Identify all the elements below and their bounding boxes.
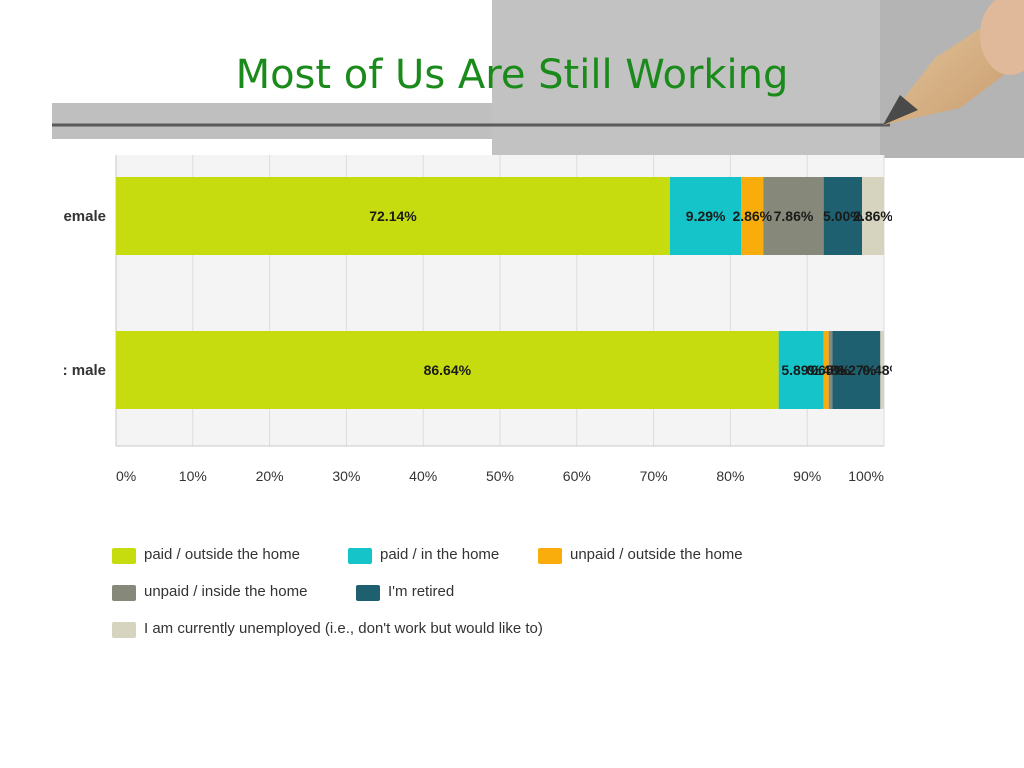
bar-segment: [116, 331, 779, 409]
x-tick-label: 60%: [563, 468, 591, 484]
data-label: 0.48%: [811, 362, 851, 378]
category-label: : male: [63, 362, 106, 379]
legend-label: unpaid / inside the home: [144, 583, 308, 600]
data-label: 5.00%: [823, 208, 863, 224]
data-label: 5.89%: [781, 362, 821, 378]
data-label: 2.86%: [853, 208, 892, 224]
x-tick-label: 30%: [332, 468, 360, 484]
bar-segment: [778, 331, 824, 409]
pencil-tip-icon: [883, 95, 918, 125]
bar-segment: [862, 177, 884, 255]
data-label: 0.65%: [806, 362, 846, 378]
x-tick-label: 40%: [409, 468, 437, 484]
bar-segment: [741, 177, 764, 255]
legend-swatch: [112, 585, 136, 601]
legend-swatch: [538, 548, 562, 564]
bar-segment: [823, 177, 863, 255]
legend-swatch: [112, 622, 136, 638]
category-label: emale: [63, 208, 106, 225]
x-tick-label: 100%: [848, 468, 884, 484]
x-tick-label: 70%: [640, 468, 668, 484]
legend-label: paid / in the home: [380, 546, 500, 563]
x-tick-label: 10%: [179, 468, 207, 484]
bar-segment: [116, 177, 670, 255]
chart-area: 0% 10% 20% 30% 40% 50% 60% 70% 80% 90% 100% 72.14% 9…: [52, 150, 892, 500]
data-label: 86.64%: [424, 362, 472, 378]
x-tick-label: 0%: [116, 468, 136, 484]
data-label: 0.48%: [862, 362, 892, 378]
legend-label: I'm retired: [388, 583, 455, 600]
legend-swatch: [356, 585, 380, 601]
legend-swatch: [348, 548, 372, 564]
legend-swatch: [112, 548, 136, 564]
header-gray-band: [52, 103, 492, 139]
legend-label: paid / outside the home: [144, 546, 300, 563]
data-label: 2.86%: [732, 208, 772, 224]
stacked-bar-chart: 0% 10% 20% 30% 40% 50% 60% 70% 80% 90% 100% 72.14% 9…: [63, 155, 892, 484]
data-label: 9.29%: [686, 208, 726, 224]
bar-segment: [763, 177, 824, 255]
bar-segment: [828, 331, 833, 409]
legend-label: unpaid / outside the home: [570, 546, 743, 563]
bar-segment: [823, 331, 829, 409]
data-label: 72.14%: [369, 208, 417, 224]
data-label: 7.86%: [774, 208, 814, 224]
bar-segment: [832, 331, 881, 409]
bar-segment: [880, 331, 884, 409]
x-tick-label: 90%: [793, 468, 821, 484]
x-tick-label: 50%: [486, 468, 514, 484]
x-tick-label: 20%: [256, 468, 284, 484]
x-tick-label: 80%: [716, 468, 744, 484]
slide-title: Most of Us Are Still Working: [235, 52, 789, 98]
legend-label: I am currently unemployed (i.e., don't w…: [144, 620, 543, 637]
data-label: 6.27%: [836, 362, 876, 378]
hand-shape: [980, 0, 1024, 75]
bar-segment: [669, 177, 742, 255]
